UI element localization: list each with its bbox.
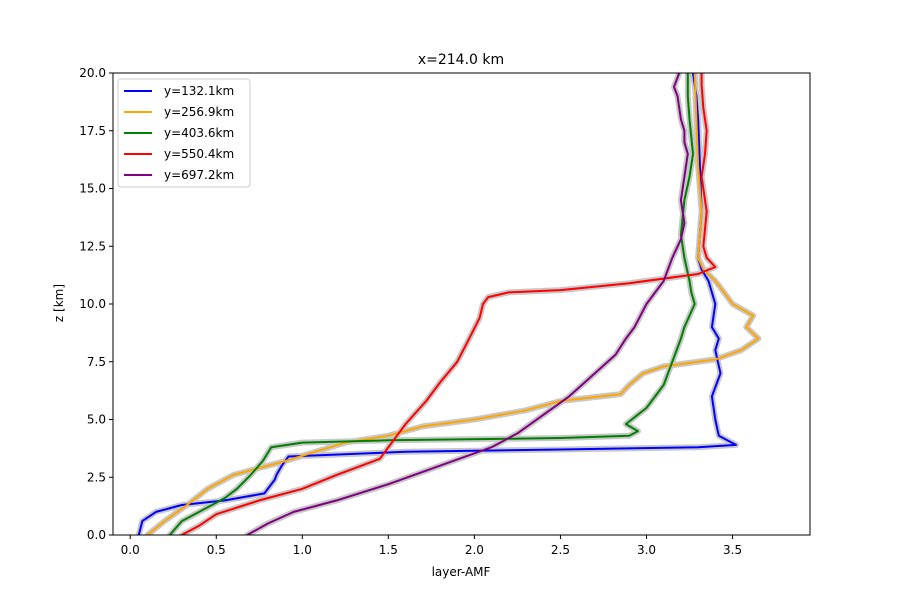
y-tick-label-7: 17.5 bbox=[79, 124, 106, 138]
x-tick-label-3: 1.5 bbox=[379, 543, 398, 557]
y-axis-label: z [km] bbox=[52, 284, 66, 322]
plot-area bbox=[135, 73, 762, 535]
legend-label-4: y=550.4km bbox=[164, 147, 234, 161]
legend-label-2: y=256.9km bbox=[164, 105, 234, 119]
series-line-4 bbox=[181, 73, 717, 535]
x-tick-label-0: 0.0 bbox=[121, 543, 140, 557]
x-tick-label-2: 1.0 bbox=[293, 543, 312, 557]
legend-label-5: y=697.2km bbox=[164, 168, 234, 182]
x-tick-label-5: 2.5 bbox=[551, 543, 570, 557]
y-tick-label-4: 10.0 bbox=[79, 297, 106, 311]
x-tick-label-6: 3.0 bbox=[637, 543, 656, 557]
y-tick-label-5: 12.5 bbox=[79, 239, 106, 253]
y-tick-label-8: 20.0 bbox=[79, 66, 106, 80]
x-axis-label: layer-AMF bbox=[432, 565, 491, 579]
y-tick-label-1: 2.5 bbox=[87, 470, 106, 484]
chart-title: x=214.0 km bbox=[418, 52, 504, 68]
y-tick-label-2: 5.0 bbox=[87, 413, 106, 427]
legend-box bbox=[117, 78, 251, 188]
y-tick-label-0: 0.0 bbox=[87, 528, 106, 542]
legend-label-1: y=132.1km bbox=[164, 84, 234, 98]
y-tick-label-6: 15.0 bbox=[79, 182, 106, 196]
series-line-2 bbox=[146, 73, 760, 535]
axes: 0.0 0.5 1.0 1.5 2.0 2.5 3.0 3.5 0.0 2.5 5.0 7.5 10.0… bbox=[79, 66, 811, 557]
legend-label-3: y=403.6km bbox=[164, 126, 234, 140]
series-line-5 bbox=[246, 73, 689, 535]
series-group bbox=[135, 73, 762, 535]
x-tick-label-7: 3.5 bbox=[723, 543, 742, 557]
y-tick-label-3: 7.5 bbox=[87, 355, 106, 369]
x-tick-label-4: 2.0 bbox=[465, 543, 484, 557]
x-tick-label-1: 0.5 bbox=[207, 543, 226, 557]
legend: y=132.1km y=256.9km y=403.6km y=550.4km y=69… bbox=[117, 78, 251, 188]
series-line-3 bbox=[169, 73, 696, 535]
